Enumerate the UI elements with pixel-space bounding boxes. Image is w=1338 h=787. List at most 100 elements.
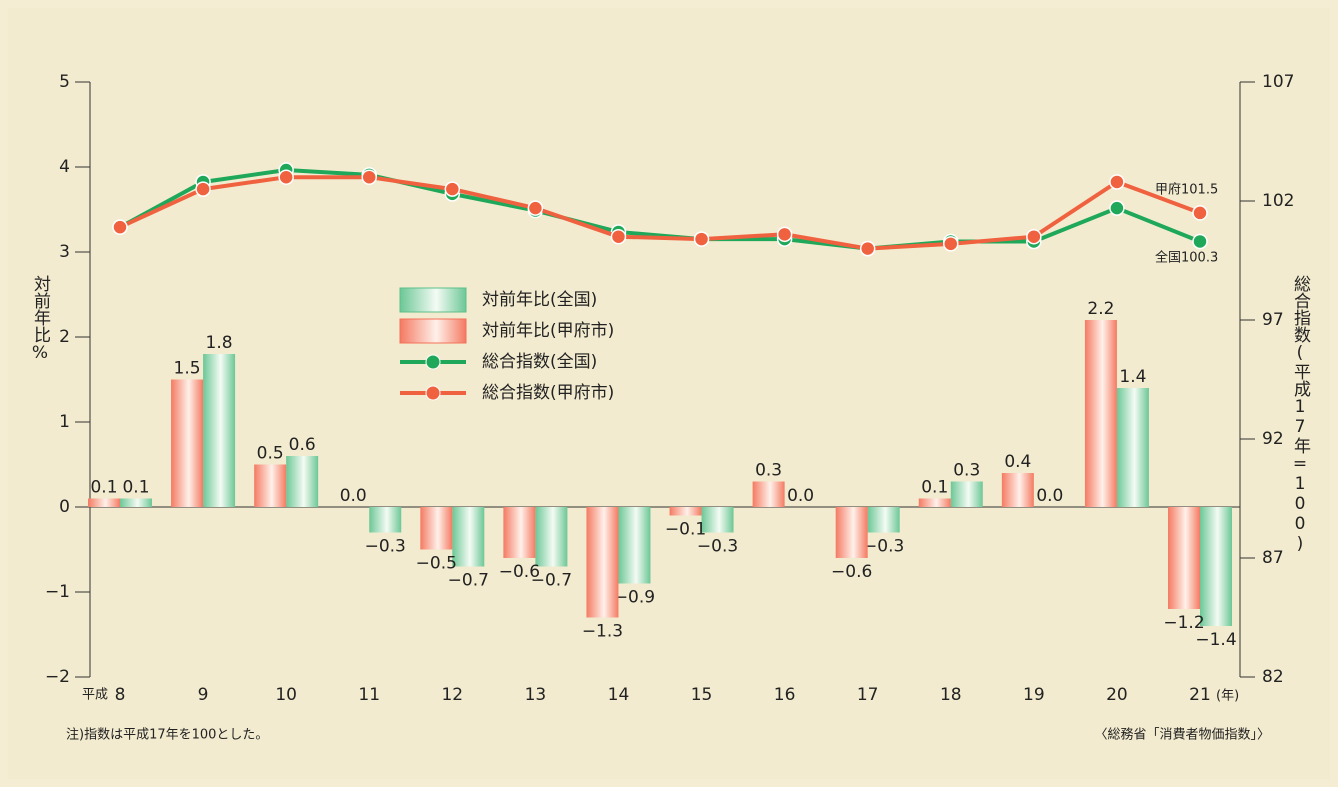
- bar: [867, 507, 900, 533]
- line: [119, 175, 1201, 251]
- bar: [88, 498, 120, 507]
- x-tick-label: 9: [198, 685, 209, 705]
- x-tick-label: 11: [358, 685, 380, 705]
- legend-swatch: [425, 354, 441, 370]
- point: [859, 240, 876, 257]
- y2-tick-label: 82: [1262, 667, 1284, 687]
- value-label: −0.3: [365, 537, 406, 557]
- bar: [1168, 507, 1200, 609]
- bar: [835, 507, 868, 558]
- y2-tick-label: 92: [1262, 429, 1284, 449]
- bar: [254, 464, 287, 507]
- value-label: −0.6: [499, 562, 540, 582]
- value-label: −0.3: [697, 537, 738, 557]
- value-label: −0.9: [614, 588, 655, 608]
- point: [1026, 228, 1042, 245]
- x-tick-label: 16: [774, 685, 796, 705]
- x-tick-label: 21: [1189, 685, 1211, 705]
- y-tick-label: 3: [59, 242, 70, 262]
- y2-tick-label: 87: [1262, 548, 1284, 568]
- value-label: −1.3: [582, 622, 623, 642]
- value-label: 0.0: [1036, 486, 1063, 506]
- value-label: 0.1: [90, 478, 117, 498]
- bar: [1200, 507, 1232, 626]
- x-tick-label: 19: [1023, 685, 1045, 705]
- value-label: 0.0: [787, 486, 814, 506]
- value-label: −0.5: [416, 554, 457, 574]
- bar: [1084, 320, 1117, 507]
- value-label: 1.5: [174, 359, 201, 379]
- point: [1192, 205, 1208, 221]
- y2-tick-label: 107: [1262, 72, 1294, 92]
- bar: [171, 379, 204, 507]
- point: [527, 200, 544, 216]
- y-tick-label: −2: [45, 667, 70, 687]
- value-label: 1.8: [206, 333, 233, 353]
- value-label: 0.4: [1004, 452, 1031, 472]
- value-label: −0.1: [665, 520, 706, 540]
- bar: [701, 507, 734, 533]
- bar: [120, 498, 152, 507]
- value-label: 0.1: [122, 478, 149, 498]
- bar: [286, 456, 319, 507]
- value-label: 2.2: [1087, 299, 1114, 319]
- y-tick-label: 2: [59, 327, 70, 347]
- bar: [503, 507, 536, 558]
- point: [444, 181, 461, 197]
- point: [1109, 200, 1125, 216]
- bar: [452, 507, 485, 567]
- line: [119, 168, 1201, 251]
- legend-label: 対前年比(甲府市): [482, 321, 614, 341]
- x-prefix: 平成: [82, 688, 108, 703]
- value-label: 0.5: [257, 444, 284, 464]
- legend-label: 対前年比(全国): [482, 290, 597, 310]
- legend-label: 総合指数(全国): [482, 352, 597, 372]
- x-tick-label: 14: [608, 685, 630, 705]
- value-label: −0.3: [863, 537, 904, 557]
- value-label: 0.6: [289, 435, 316, 455]
- point: [1109, 174, 1125, 190]
- y-tick-label: −1: [45, 582, 70, 602]
- bar: [1001, 473, 1034, 507]
- annotation: 甲府101.5: [1155, 183, 1218, 198]
- value-label: −1.2: [1163, 613, 1204, 633]
- point: [112, 219, 128, 235]
- bar: [420, 507, 453, 550]
- value-label: 0.3: [755, 461, 782, 481]
- annotation: 全国100.3: [1155, 250, 1218, 266]
- x-tick-label: 17: [857, 685, 879, 705]
- y-axis-label: 対前年比%: [30, 275, 51, 363]
- bar: [1116, 388, 1149, 507]
- bar: [535, 507, 568, 567]
- bar: [369, 507, 402, 533]
- value-label: 0.3: [953, 461, 980, 481]
- value-label: −0.7: [448, 571, 489, 591]
- value-label: −1.4: [1195, 630, 1236, 650]
- legend-swatch: [399, 287, 467, 313]
- x-tick-label: 12: [441, 685, 463, 705]
- x-tick-label: 10: [275, 685, 297, 705]
- point: [610, 228, 627, 245]
- bar: [669, 507, 702, 516]
- bar: [950, 481, 983, 507]
- bar: [618, 507, 651, 584]
- note: 注)指数は平成17年を100とした。: [66, 728, 268, 743]
- y2-tick-label: 97: [1262, 310, 1284, 330]
- y-tick-label: 4: [59, 157, 70, 177]
- y-tick-label: 0: [59, 497, 70, 517]
- bar: [752, 481, 785, 507]
- y2-axis-label: 総合指数(平成17年=100): [1290, 275, 1311, 554]
- bar: [918, 498, 951, 507]
- legend-swatch: [425, 385, 441, 401]
- point: [278, 169, 294, 185]
- point: [361, 169, 377, 185]
- bar: [586, 507, 619, 618]
- y-tick-label: 5: [59, 72, 70, 92]
- legend-label: 総合指数(甲府市): [482, 383, 614, 403]
- value-label: −0.7: [531, 571, 572, 591]
- value-label: 1.4: [1119, 367, 1146, 387]
- value-label: 0.0: [340, 486, 367, 506]
- point: [693, 231, 710, 247]
- x-tick-label: 8: [115, 685, 126, 705]
